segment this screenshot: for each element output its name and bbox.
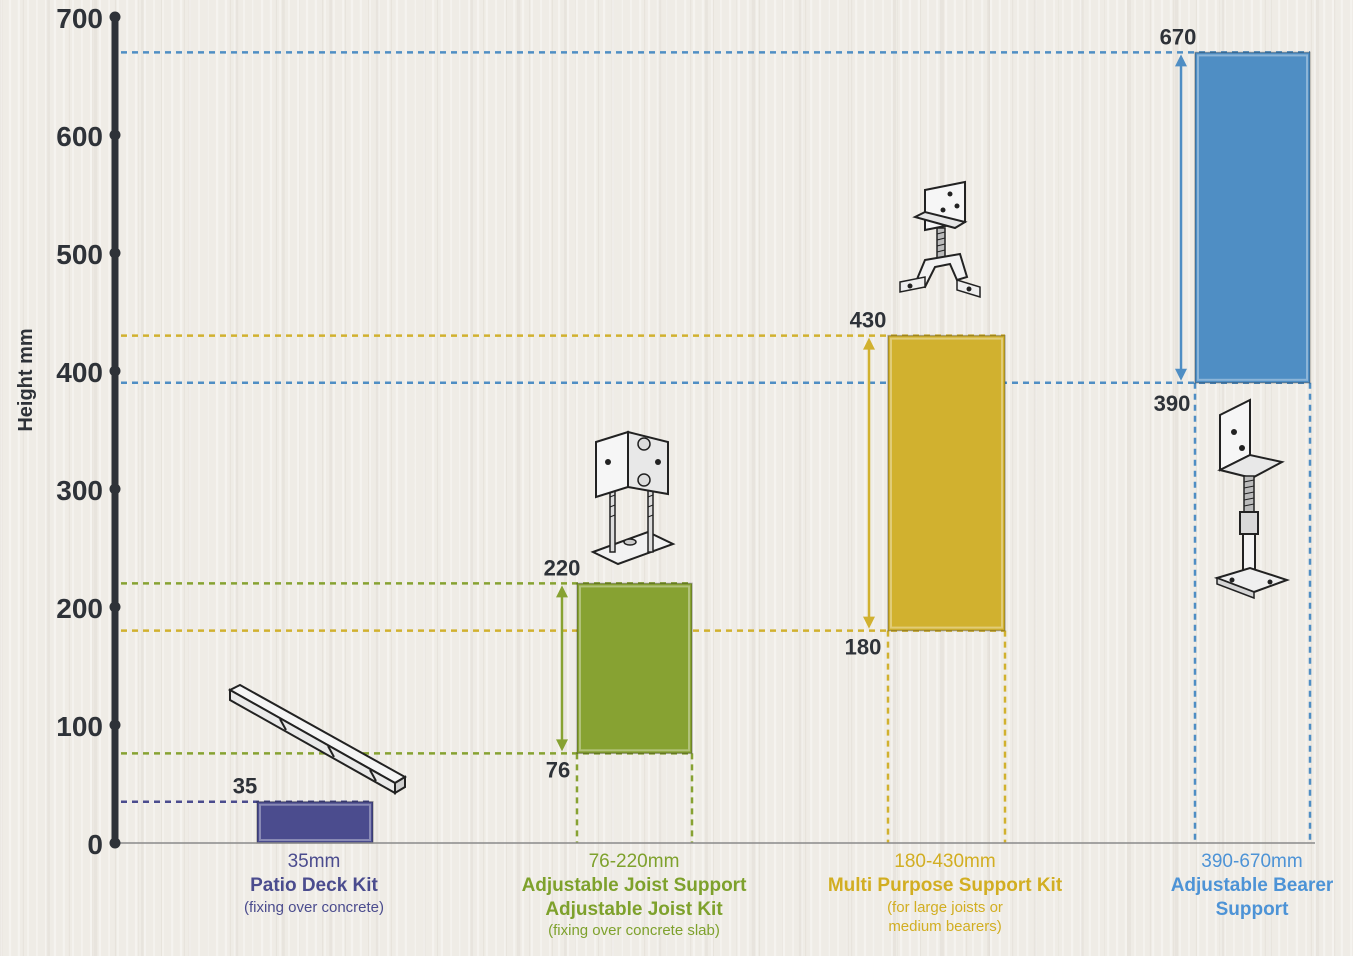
range-arrow-head-up (863, 337, 875, 350)
y-tick-dot (109, 483, 121, 495)
range-bars (256, 51, 1311, 844)
category-name-2: Adjustable Joist Kit (545, 898, 723, 920)
y-tick-dot (109, 247, 121, 259)
y-tick-dot (109, 601, 121, 613)
bar-highlight-2 (890, 337, 1003, 629)
category-name: Adjustable Joist Support (521, 874, 747, 896)
y-tick-label: 100 (56, 711, 103, 742)
category-name: Adjustable Bearer (1170, 874, 1334, 896)
range-arrow-head-down (1175, 368, 1187, 381)
category-range: 76-220mm (588, 851, 680, 872)
y-axis-title: Height mm (15, 328, 37, 431)
bar-0 (256, 800, 374, 844)
range-arrow-head-down (863, 616, 875, 629)
y-axis: 0 100 200 300 400 500 600 700 (56, 3, 1315, 860)
category-note: (fixing over concrete slab) (548, 922, 720, 940)
value-label-low: 390 (1154, 391, 1191, 416)
y-tick-label: 0 (87, 829, 103, 860)
range-arrow-head-up (556, 585, 568, 598)
value-label-low: 76 (546, 757, 570, 782)
y-tick-label: 700 (56, 3, 103, 34)
bearer-post-icon (1213, 398, 1291, 600)
category-label-2: 180-430mm Multi Purpose Support Kit (for… (815, 850, 1075, 937)
patio-deck-rail-icon (227, 683, 407, 795)
range-arrow-head-down (556, 739, 568, 752)
category-range: 180-430mm (894, 851, 996, 872)
y-tick-label: 600 (56, 121, 103, 152)
y-tick-label: 200 (56, 593, 103, 624)
value-label-high: 670 (1160, 24, 1197, 49)
category-label-1: 76-220mm Adjustable Joist Support Adjust… (504, 850, 764, 941)
value-label-low: 180 (845, 635, 882, 660)
y-tick-dot (109, 719, 121, 731)
bar-2 (887, 334, 1006, 632)
bar-3 (1194, 51, 1311, 384)
value-label-high: 430 (850, 308, 887, 333)
range-arrow-head-up (1175, 54, 1187, 67)
category-label-0: 35mm Patio Deck Kit (fixing over concret… (184, 850, 444, 917)
y-tick-dot (109, 365, 121, 377)
joist-bracket-icon (590, 430, 676, 566)
value-label-high: 35 (233, 774, 257, 799)
category-name: Multi Purpose Support Kit (827, 874, 1063, 896)
bar-highlight-1 (579, 585, 690, 752)
y-tick-dot (109, 129, 121, 141)
y-tick-label: 400 (56, 357, 103, 388)
category-note: (fixing over concrete) (243, 898, 385, 916)
category-range: 35mm (287, 851, 341, 872)
multi-purpose-pedestal-icon (899, 180, 981, 299)
y-tick-dot (109, 837, 121, 849)
y-tick-label: 500 (56, 239, 103, 270)
value-label-high: 220 (544, 555, 581, 580)
category-name: Patio Deck Kit (250, 874, 378, 896)
category-name-2: Support (1215, 898, 1289, 920)
value-labels: 35 220 76 430 180 670 390 (233, 24, 1197, 798)
category-label-3: 390-670mm Adjustable Bearer Support (1122, 850, 1353, 921)
category-note-2: medium bearers) (888, 918, 1002, 935)
category-range: 390-670mm (1201, 851, 1303, 872)
bar-highlight-3 (1197, 54, 1308, 381)
bar-1 (576, 582, 693, 755)
category-note: (for large joists or (887, 898, 1003, 916)
y-tick-label: 300 (56, 475, 103, 506)
y-tick-dot (109, 11, 121, 23)
bar-highlight-0 (259, 803, 371, 842)
